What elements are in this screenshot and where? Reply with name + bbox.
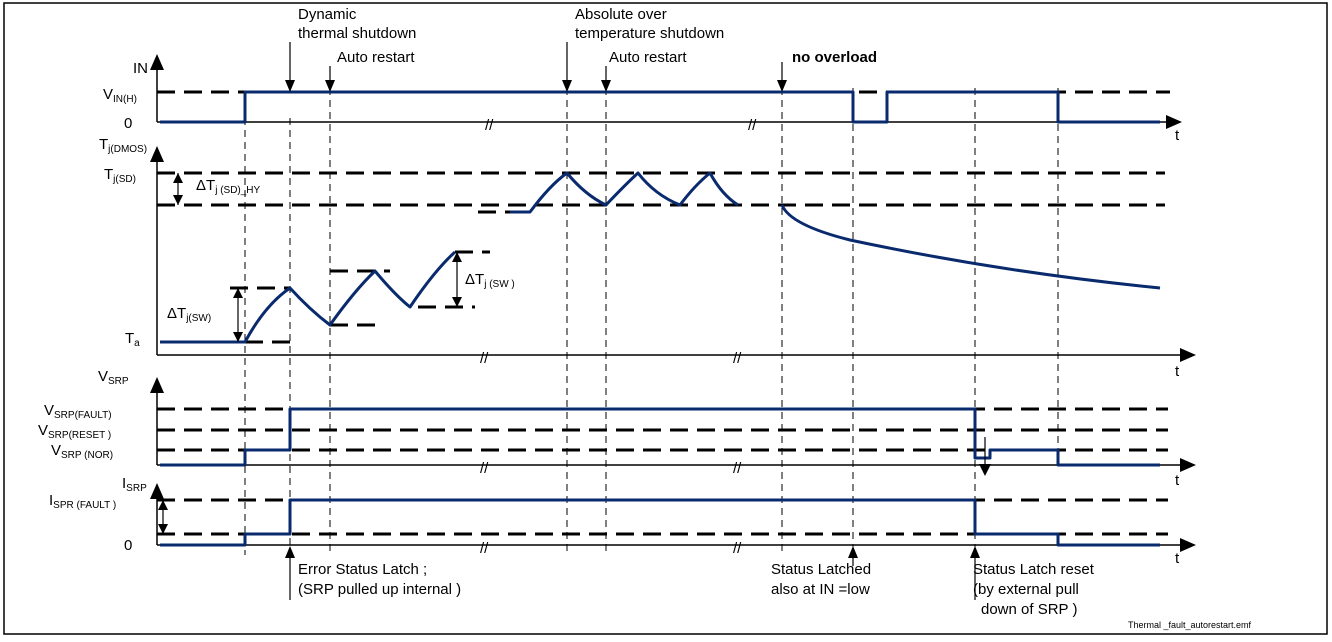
pointer-arrowhead — [848, 546, 858, 558]
tj-signal-absolute — [510, 171, 739, 214]
in-title: IN — [133, 60, 148, 77]
break-mark: // — [485, 117, 494, 134]
pulldown-arrowhead — [979, 464, 991, 476]
in-axis-arrowhead — [150, 54, 164, 70]
latch-reset-label: down of SRP ) — [981, 601, 1077, 618]
top-annotations: Dynamic thermal shutdown Auto restart Ab… — [285, 6, 877, 92]
tj-sw-right-label: ΔTj (SW ) — [465, 271, 515, 290]
break-mark: // — [748, 117, 757, 134]
panel-vsrp: VSRP VSRP(FAULT) VSRP(RESET ) VSRP (NOR)… — [38, 368, 1196, 489]
panel-isrp: ISRP ISPR (FAULT ) 0 t // // — [49, 475, 1196, 567]
pointer-arrowhead — [777, 80, 787, 92]
latch-reset-label: Status Latch reset — [973, 561, 1095, 578]
in-zero-label: 0 — [124, 115, 132, 132]
isrp-axis-arrowhead — [1180, 538, 1196, 552]
status-latched-label: Status Latched — [771, 561, 871, 578]
tj-t-label: t — [1175, 363, 1180, 380]
panel-tj: Tj(DMOS) Tj(SD) ΔTj (SD)_HY ΔTj(SW) ΔTj … — [99, 136, 1196, 380]
isrp-axis-arrowhead — [150, 483, 164, 499]
tj-title: Tj(DMOS) — [99, 136, 147, 155]
tj-signal-dynamic — [160, 250, 457, 344]
status-latched-label: also at IN =low — [771, 581, 870, 598]
latch-reset-label: (by external pull — [973, 581, 1079, 598]
isrp-t-label: t — [1175, 550, 1180, 567]
tj-signal-cooldown — [780, 204, 1161, 290]
in-t-label: t — [1175, 127, 1180, 144]
break-mark: // — [480, 350, 489, 367]
error-latch-label: (SRP pulled up internal ) — [298, 581, 461, 598]
break-mark: // — [733, 540, 742, 557]
pointer-arrowhead — [970, 546, 980, 558]
tj-sd-label: Tj(SD) — [104, 166, 136, 185]
break-mark: // — [480, 540, 489, 557]
bottom-annotations: Error Status Latch ; (SRP pulled up inte… — [285, 546, 1252, 630]
sw-arrowhead — [233, 332, 243, 342]
tj-sw-left-label: ΔTj(SW) — [167, 305, 211, 324]
filename-label: Thermal _fault_autorestart.emf — [1128, 620, 1252, 630]
vsrp-fault-label: VSRP(FAULT) — [44, 402, 112, 421]
isrp-fault-label: ISPR (FAULT ) — [49, 492, 116, 511]
vsrp-signal — [160, 407, 1160, 467]
pointer-arrowhead — [285, 546, 295, 558]
absolute-shutdown-label: temperature shutdown — [575, 25, 724, 42]
isrp-zero-label: 0 — [124, 537, 132, 554]
pointer-arrowhead — [285, 80, 295, 92]
sw-arrowhead — [233, 288, 243, 298]
diagram-border — [3, 2, 1328, 635]
error-latch-label: Error Status Latch ; — [298, 561, 427, 578]
panel-in: IN VIN(H) 0 t // // — [103, 54, 1182, 144]
vsrp-title: VSRP — [98, 368, 129, 387]
isrp-arrowhead — [158, 524, 168, 534]
hy-arrowhead — [173, 195, 183, 205]
no-overload-label: no overload — [792, 49, 877, 66]
break-mark: // — [733, 350, 742, 367]
pointer-arrowhead — [325, 80, 335, 92]
in-axis-arrowhead — [1166, 115, 1182, 129]
vertical-guides — [244, 88, 1059, 555]
absolute-shutdown-label: Absolute over — [575, 6, 667, 23]
vsrp-axis-arrowhead — [150, 377, 164, 393]
isrp-title: ISRP — [122, 475, 147, 494]
break-mark: // — [733, 460, 742, 477]
vsrp-axis-arrowhead — [1180, 458, 1196, 472]
isrp-arrowhead — [158, 500, 168, 510]
in-signal — [160, 90, 1160, 124]
vin-h-label: VIN(H) — [103, 86, 137, 105]
dynamic-shutdown-label: Dynamic — [298, 6, 357, 23]
break-mark: // — [480, 460, 489, 477]
tj-axis-arrowhead — [150, 146, 164, 162]
sw-arrowhead — [452, 252, 462, 262]
hy-arrowhead — [173, 173, 183, 183]
vsrp-t-label: t — [1175, 472, 1180, 489]
dynamic-shutdown-label: thermal shutdown — [298, 25, 416, 42]
isrp-signal — [160, 498, 1160, 547]
vsrp-reset-label: VSRP(RESET ) — [38, 422, 111, 441]
auto-restart-label: Auto restart — [337, 49, 415, 66]
vsrp-nor-label: VSRP (NOR) — [51, 442, 113, 461]
pointer-arrowhead — [562, 80, 572, 92]
tj-ta-label: Ta — [125, 330, 140, 349]
auto-restart-label: Auto restart — [609, 49, 687, 66]
tj-axis-arrowhead — [1180, 348, 1196, 362]
tj-hy-label: ΔTj (SD)_HY — [196, 177, 261, 196]
sw-arrowhead — [452, 297, 462, 307]
pointer-arrowhead — [601, 80, 611, 92]
